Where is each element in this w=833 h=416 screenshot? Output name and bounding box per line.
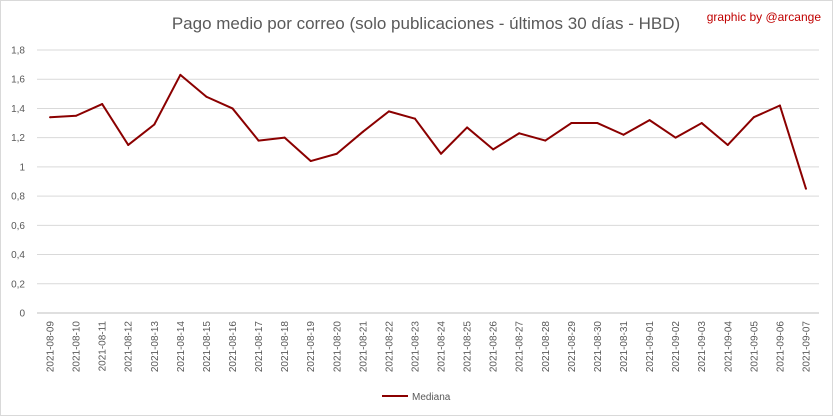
x-tick-label: 2021-09-07: [801, 321, 812, 373]
x-tick-label: 2021-08-14: [176, 321, 187, 373]
series-layer: [49, 73, 807, 190]
x-axis-ticks: 2021-08-09 2021-08-10 2021-08-11 2021-08-12…: [46, 321, 813, 373]
x-tick-label: 2021-08-13: [150, 321, 161, 373]
data-point: [49, 116, 52, 119]
x-tick-label: 2021-08-25: [463, 321, 474, 373]
data-point: [466, 126, 469, 129]
y-tick-label: 0: [19, 309, 25, 320]
data-point: [674, 136, 677, 139]
y-tick-label: 1,6: [11, 75, 25, 86]
y-axis-ticks: 0 0,2 0,4 0,6 0,8 1 1,2 1,4 1,6 1,8: [11, 46, 25, 320]
x-tick-label: 2021-08-31: [619, 321, 630, 373]
data-point: [596, 122, 599, 125]
y-tick-label: 0,6: [11, 221, 25, 232]
x-tick-label: 2021-08-27: [515, 321, 526, 373]
x-tick-label: 2021-08-29: [567, 321, 578, 373]
x-tick-label: 2021-08-11: [98, 321, 109, 372]
data-point: [440, 152, 443, 155]
data-point: [518, 132, 521, 135]
series-line-mediana: [49, 73, 807, 190]
x-tick-label: 2021-08-23: [410, 321, 421, 373]
x-tick-label: 2021-09-02: [671, 321, 682, 373]
data-point: [101, 103, 104, 106]
x-tick-label: 2021-08-26: [489, 321, 500, 373]
data-point: [127, 143, 130, 146]
x-tick-label: 2021-08-09: [46, 321, 57, 373]
chart-credit: graphic by @arcange: [707, 10, 822, 24]
data-point: [752, 116, 755, 119]
x-tick-label: 2021-08-22: [384, 321, 395, 373]
chart-title: Pago medio por correo (solo publicacione…: [172, 14, 680, 33]
data-point: [570, 122, 573, 125]
data-point: [205, 95, 208, 98]
y-tick-label: 1,8: [11, 46, 25, 57]
x-tick-label: 2021-08-21: [358, 321, 369, 373]
data-point: [75, 114, 78, 117]
y-tick-label: 0,2: [11, 279, 25, 290]
data-point: [492, 148, 495, 151]
y-tick-label: 0,4: [11, 250, 25, 261]
x-tick-label: 2021-08-28: [541, 321, 552, 373]
data-point: [335, 152, 338, 155]
x-tick-label: 2021-09-05: [749, 321, 760, 373]
data-point: [700, 122, 703, 125]
x-tick-label: 2021-08-24: [437, 321, 448, 373]
data-point: [257, 139, 260, 142]
x-tick-label: 2021-08-18: [280, 321, 291, 373]
data-point: [361, 130, 364, 133]
x-tick-label: 2021-09-01: [645, 321, 656, 373]
y-tick-label: 1: [19, 162, 25, 173]
y-tick-label: 1,2: [11, 133, 25, 144]
data-point: [413, 117, 416, 120]
legend: Mediana: [382, 392, 451, 403]
data-point: [179, 73, 182, 76]
x-tick-label: 2021-08-30: [593, 321, 604, 373]
x-tick-label: 2021-08-17: [254, 321, 265, 373]
legend-label-mediana: Mediana: [412, 392, 451, 403]
data-point: [804, 187, 807, 190]
y-tick-label: 1,4: [11, 104, 25, 115]
x-tick-label: 2021-08-20: [332, 321, 343, 373]
x-tick-label: 2021-09-03: [697, 321, 708, 373]
data-point: [648, 119, 651, 122]
x-tick-label: 2021-09-06: [775, 321, 786, 373]
data-point: [622, 133, 625, 136]
x-tick-label: 2021-08-10: [72, 321, 83, 373]
x-tick-label: 2021-09-04: [723, 321, 734, 373]
y-tick-label: 0,8: [11, 192, 25, 203]
data-point: [778, 104, 781, 107]
data-point: [726, 143, 729, 146]
data-point: [153, 123, 156, 126]
x-tick-label: 2021-08-19: [306, 321, 317, 373]
data-point: [387, 110, 390, 113]
data-point: [544, 139, 547, 142]
x-tick-label: 2021-08-15: [202, 321, 213, 373]
gridlines: [37, 49, 819, 314]
data-point: [231, 107, 234, 110]
data-point: [309, 160, 312, 163]
data-point: [283, 136, 286, 139]
x-tick-label: 2021-08-16: [228, 321, 239, 373]
x-tick-label: 2021-08-12: [124, 321, 135, 373]
